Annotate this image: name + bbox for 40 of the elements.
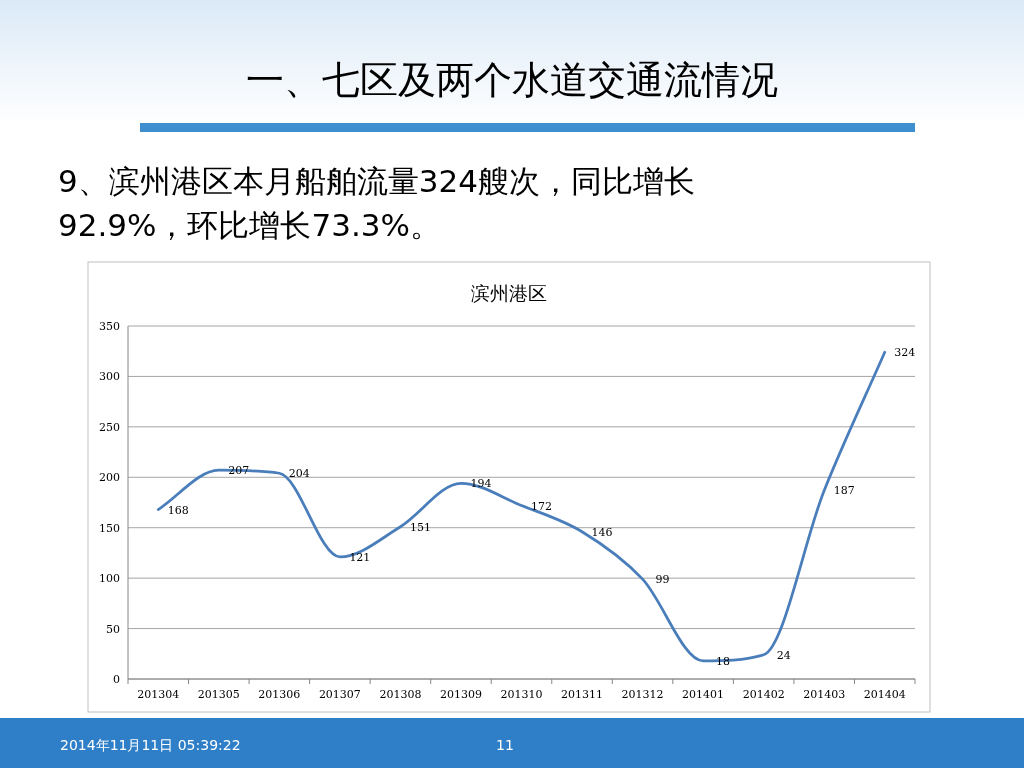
chart-title: 滨州港区: [471, 282, 547, 304]
x-tick-label: 201311: [561, 688, 604, 701]
x-tick-label: 201309: [439, 688, 482, 701]
data-label: 99: [655, 573, 670, 587]
x-tick-label: 201307: [318, 688, 361, 701]
x-tick-label: 201308: [379, 688, 422, 701]
x-tick-label: 201305: [197, 688, 240, 701]
y-tick-label: 350: [99, 320, 120, 333]
data-label: 207: [228, 464, 250, 478]
y-tick-label: 50: [106, 622, 120, 636]
data-label: 324: [894, 346, 916, 360]
data-label: 146: [591, 525, 613, 539]
x-tick-label: 201304: [137, 688, 180, 701]
text: 一、七区及两个水道交通流情况: [246, 58, 778, 102]
data-label: 194: [470, 477, 492, 491]
text: 2014年11月11日 05:39:22: [60, 737, 241, 753]
text: 11: [496, 737, 514, 753]
text: 9、滨州港区本月船舶流量324艘次，同比增长92.9%，环比增长73.3%。: [58, 163, 695, 243]
data-label: 204: [288, 467, 310, 481]
y-tick-label: 300: [99, 370, 120, 384]
data-label: 121: [349, 550, 371, 564]
data-label: 172: [531, 499, 552, 513]
line-series: [156, 350, 887, 663]
x-tick-label: 201401: [682, 688, 725, 701]
y-tick-label: 100: [99, 572, 120, 586]
data-label: 187: [833, 484, 855, 498]
y-tick-label: 200: [99, 471, 120, 485]
data-label: 24: [776, 648, 791, 662]
x-tick-label: 201402: [742, 688, 785, 701]
x-tick-label: 201403: [803, 688, 846, 701]
data-label: 151: [409, 520, 431, 534]
y-tick-label: 0: [113, 673, 120, 686]
x-tick-label: 201312: [621, 688, 664, 701]
data-label: 168: [167, 503, 189, 517]
x-tick-label: 201306: [258, 688, 301, 701]
y-tick-label: 250: [99, 420, 120, 434]
x-tick-label: 201310: [500, 688, 543, 701]
x-tick-label: 201404: [863, 688, 906, 701]
y-tick-label: 150: [99, 521, 120, 535]
data-label: 18: [716, 654, 731, 668]
